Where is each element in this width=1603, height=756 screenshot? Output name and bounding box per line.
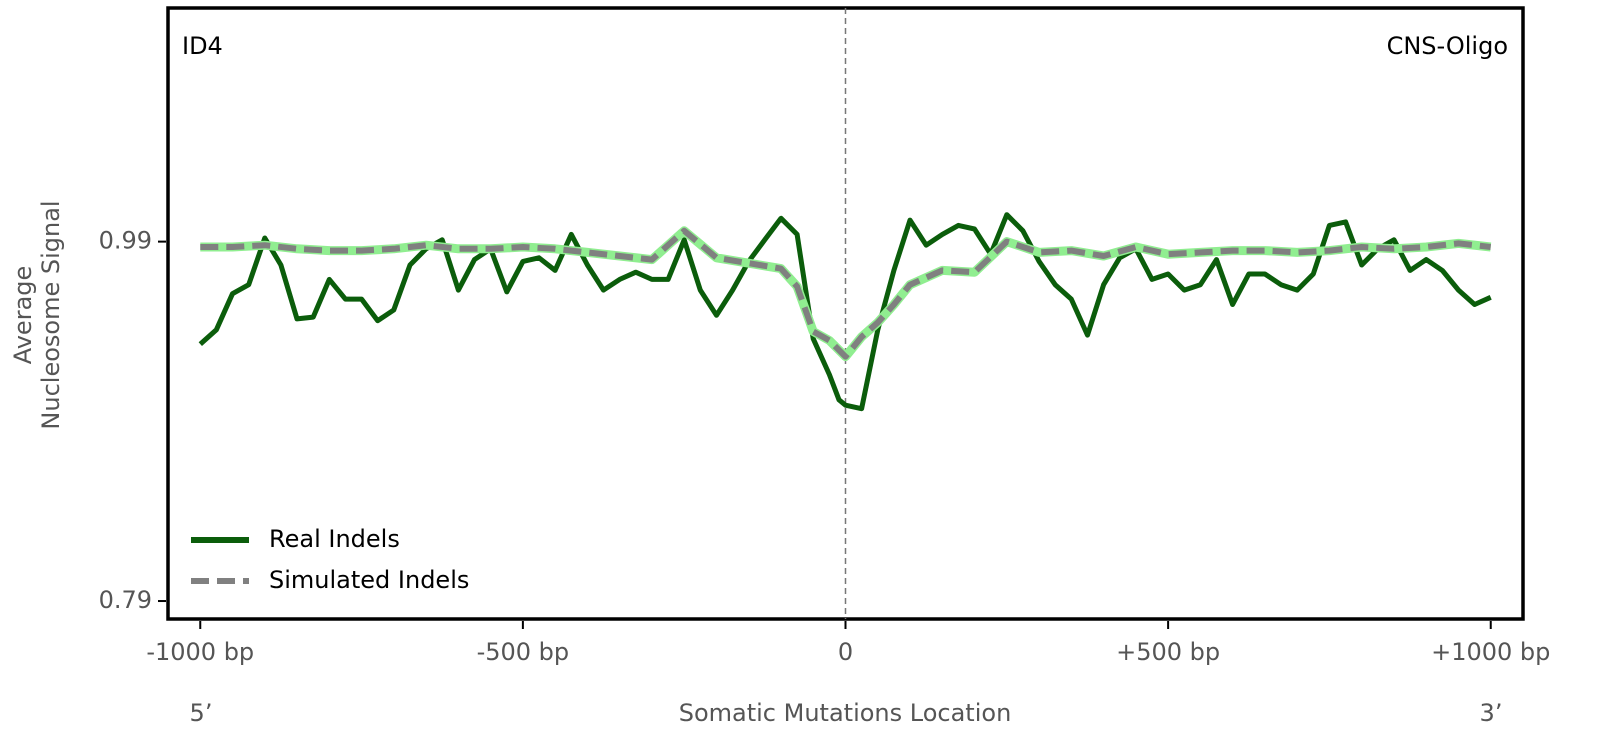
x-tick-label: -1000 bp bbox=[146, 638, 254, 666]
x-tick-label: 0 bbox=[838, 638, 853, 666]
y-tick-label: 0.79 bbox=[99, 586, 152, 614]
x-tick-label: +1000 bp bbox=[1431, 638, 1550, 666]
x-tick-label: -500 bp bbox=[477, 638, 570, 666]
y-axis-label: Average bbox=[9, 266, 37, 365]
x-annotation: 3’ bbox=[1480, 699, 1503, 727]
series-line bbox=[200, 227, 1492, 360]
x-tick-label: +500 bp bbox=[1116, 638, 1220, 666]
legend-label: Simulated Indels bbox=[269, 566, 469, 594]
panel-label: ID4 bbox=[182, 32, 223, 60]
x-annotation: 5’ bbox=[190, 699, 213, 727]
x-axis-label: Somatic Mutations Location bbox=[679, 699, 1012, 727]
legend-label: Real Indels bbox=[269, 525, 400, 553]
y-axis-label: Nucleosome Signal bbox=[37, 200, 65, 429]
panel-label: CNS-Oligo bbox=[1387, 32, 1508, 60]
y-tick-label: 0.99 bbox=[99, 227, 152, 255]
series-line bbox=[198, 212, 1492, 412]
